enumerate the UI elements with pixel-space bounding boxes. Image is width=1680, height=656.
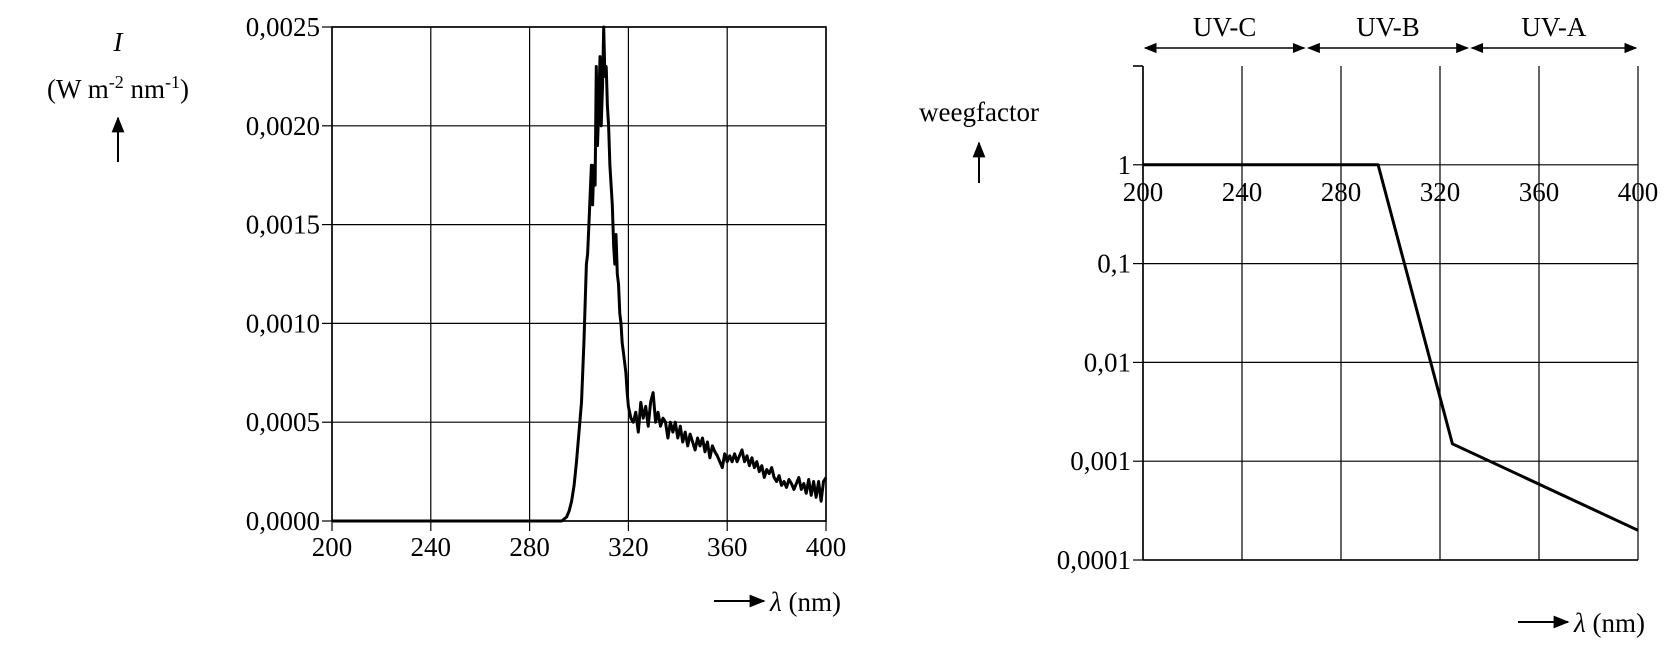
weighting-y-axis-label: weegfactor [919, 97, 1039, 127]
y-tick-label: 0,0025 [246, 12, 320, 42]
y-tick-label: 1 [1118, 150, 1132, 180]
uv-band-label: UV-C [1193, 12, 1257, 42]
irradiance-plot-frame [331, 26, 827, 522]
x-tick-label: 320 [1420, 177, 1461, 207]
y-tick-label: 0,001 [1070, 446, 1131, 476]
weighting-grid [1133, 65, 1639, 561]
x-tick-label: 200 [1123, 177, 1164, 207]
irradiance-x-axis-label: λ (nm) [769, 587, 841, 617]
irradiance-y-tick-labels: 0,0000 0,0005 0,0010 0,0015 0,0020 0,0025 [246, 12, 320, 536]
irradiance-series-line [332, 25, 828, 523]
weighting-y-tick-labels: 0,0001 0,001 0,01 0,1 1 [1057, 150, 1131, 575]
y-tick-label: 0,0010 [246, 308, 320, 338]
irradiance-x-tick-labels: 200 240 280 320 360 400 [312, 532, 847, 562]
x-tick-label: 280 [509, 532, 550, 562]
y-tick-label: 0,0015 [246, 210, 320, 240]
weighting-factor-chart: 0,0001 0,001 0,01 0,1 1 200 240 280 320 360 400 U… [919, 12, 1658, 638]
y-tick-label: 0,0001 [1057, 545, 1131, 575]
uv-band-annotations: UV-C UV-B UV-A [1143, 12, 1638, 54]
x-tick-label: 400 [806, 532, 847, 562]
irradiance-y-axis-unit: (W m-2 nm-1) [47, 72, 189, 104]
x-tick-label: 200 [312, 532, 353, 562]
y-tick-label: 0,1 [1097, 249, 1131, 279]
irradiance-chart: 0,0000 0,0005 0,0010 0,0015 0,0020 0,0025 200… [47, 12, 846, 617]
uv-band-label: UV-B [1356, 12, 1420, 42]
irradiance-y-axis-symbol: I [113, 27, 125, 57]
y-tick-label: 0,0005 [246, 407, 320, 437]
x-tick-label: 240 [1222, 177, 1263, 207]
x-tick-label: 240 [411, 532, 452, 562]
y-tick-label: 0,0020 [246, 111, 320, 141]
x-tick-label: 320 [608, 532, 649, 562]
weighting-series-line [1143, 163, 1639, 532]
x-tick-label: 280 [1321, 177, 1362, 207]
y-tick-label: 0,01 [1084, 347, 1131, 377]
uv-band-label: UV-A [1521, 12, 1587, 42]
weighting-x-tick-labels: 200 240 280 320 360 400 [1123, 177, 1659, 207]
x-tick-label: 360 [1519, 177, 1560, 207]
x-tick-label: 400 [1618, 177, 1659, 207]
x-tick-label: 360 [707, 532, 748, 562]
weighting-x-axis-label: λ (nm) [1573, 608, 1645, 638]
y-tick-label: 0,0000 [246, 506, 320, 536]
irradiance-grid [322, 26, 827, 531]
